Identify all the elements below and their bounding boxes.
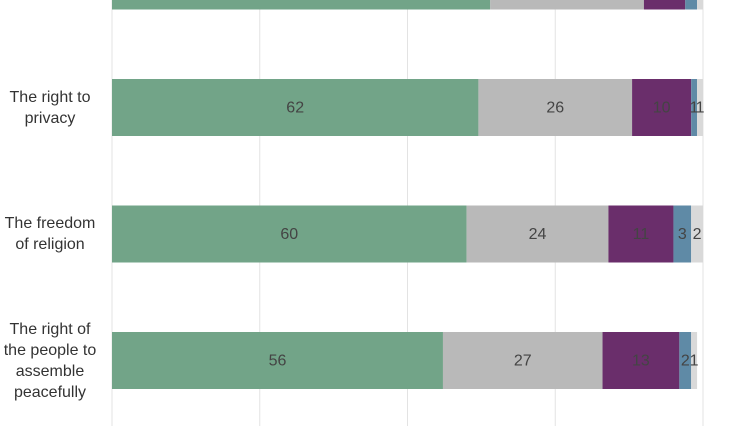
category-label: The right of the people to assemble peac… [3,320,97,401]
value-label: 13 [632,353,650,370]
bar-segment [112,332,443,389]
bar-segment [112,205,467,263]
bar-segment [490,0,644,10]
bar-segment [691,79,698,136]
value-label: 11 [633,226,650,243]
bar-segment [643,0,686,10]
value-label: 10 [653,100,671,117]
value-label: 3 [678,226,687,243]
category-label: The freedom of religion [4,215,96,253]
value-label: 1 [690,100,699,117]
bar-segment [112,79,479,136]
bar-segment [478,79,633,136]
bar-segment [691,205,703,263]
bar-segment [697,0,703,10]
bar-segment [466,205,609,263]
bar-segment [673,205,692,263]
bar-segment [442,332,603,389]
bar-segment [112,0,491,10]
bar-segment [602,332,680,389]
value-label: 27 [514,353,532,370]
value-label: 2 [681,353,690,370]
bar-segment [632,79,692,136]
bar-segment [608,205,674,263]
value-label: 1 [690,353,699,370]
value-label: 62 [286,100,304,117]
value-label: 24 [529,226,547,243]
bar-segment [697,79,703,136]
category-label: The right to privacy [9,88,91,127]
value-label: 2 [693,226,702,243]
bar-segment [691,332,698,389]
value-label: 1 [696,100,705,117]
value-label: 26 [546,100,564,117]
bar-segment [685,0,698,10]
value-label: 60 [280,226,298,243]
bar-segment [679,332,692,389]
value-label: 56 [269,353,287,370]
